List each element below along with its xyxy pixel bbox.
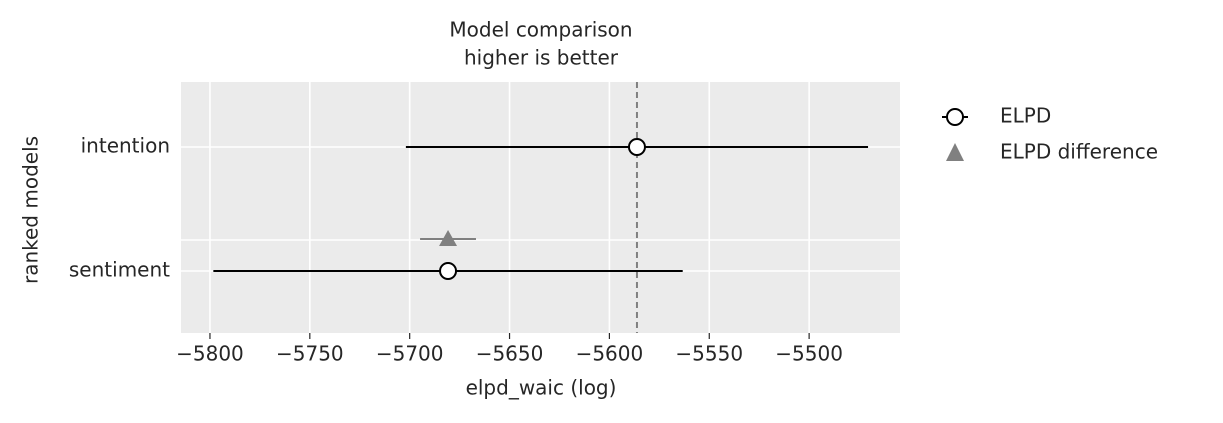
x-tick-label: −5700 [376, 342, 444, 366]
elpd-marker [439, 262, 458, 280]
x-axis-label: elpd_waic (log) [466, 376, 617, 400]
y-tick-label: sentiment [69, 258, 170, 282]
elpd-marker [627, 138, 646, 156]
x-tick-label: −5750 [276, 342, 344, 366]
x-tick-label: −5650 [476, 342, 544, 366]
difference-marker [439, 230, 458, 246]
y-axis-label: ranked models [19, 136, 43, 284]
legend-label: ELPD [1000, 104, 1051, 128]
x-tick-label: −5550 [675, 342, 743, 366]
legend-marker [946, 108, 964, 126]
x-tick-label: −5800 [176, 342, 244, 366]
chart-subtitle: higher is better [464, 46, 619, 70]
chart-title: Model comparison [449, 18, 632, 42]
legend-marker [946, 143, 964, 161]
x-tick-label: −5600 [576, 342, 644, 366]
y-tick-label: intention [81, 134, 170, 158]
legend-label: ELPD difference [1000, 140, 1158, 164]
x-tick-label: −5500 [775, 342, 843, 366]
plot-area [181, 82, 900, 333]
